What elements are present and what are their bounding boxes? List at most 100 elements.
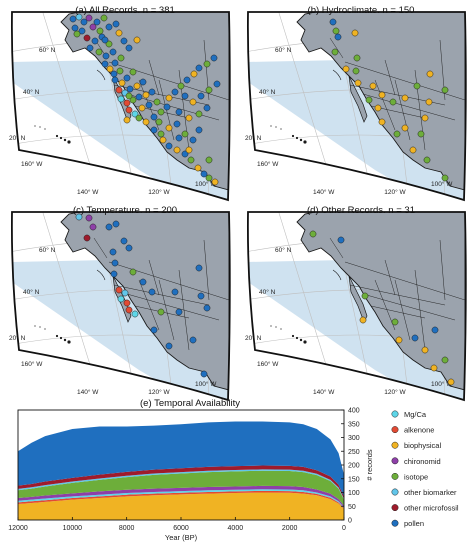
site-marker — [91, 37, 99, 45]
y-tick-label: 150 — [348, 476, 360, 483]
site-marker — [131, 110, 139, 118]
site-marker — [175, 308, 183, 316]
site-marker — [175, 134, 183, 142]
site-marker — [389, 98, 397, 106]
map-title: (b) Hydroclimate. n = 150 — [308, 5, 415, 16]
site-marker — [150, 326, 158, 334]
area-series-chironomid — [18, 485, 344, 508]
x-axis: 12000 10000 8000 6000 4000 2000 0 — [8, 517, 346, 532]
legend-swatch — [391, 410, 399, 418]
site-marker — [200, 370, 208, 378]
map-panel-all: 60° N 40° N 20° N 160° W 140° W 120° W 100° W — [9, 0, 239, 210]
site-marker — [351, 29, 359, 37]
site-marker — [194, 164, 202, 172]
graticule-label: 20° N — [9, 334, 26, 342]
graticule-label: 60° N — [39, 46, 56, 54]
site-marker — [125, 106, 133, 114]
x-tick-label: 12000 — [8, 525, 28, 532]
legend-label: other biomarker — [404, 488, 457, 497]
site-marker — [165, 342, 173, 350]
site-marker — [421, 346, 429, 354]
legend-swatch — [391, 426, 399, 434]
site-marker — [123, 99, 131, 107]
site-marker — [135, 93, 143, 101]
graticule-label: 100° W — [195, 380, 217, 388]
site-marker — [411, 334, 419, 342]
site-marker — [165, 142, 173, 150]
graticule-label: 140° W — [313, 388, 335, 396]
site-marker — [157, 108, 165, 116]
site-marker — [409, 146, 417, 154]
site-marker — [69, 15, 77, 23]
site-marker — [441, 86, 449, 94]
site-marker — [93, 18, 101, 26]
site-marker — [83, 234, 91, 242]
graticule-label: 40° N — [23, 288, 40, 296]
site-marker — [203, 304, 211, 312]
site-marker — [361, 292, 369, 300]
site-marker — [423, 156, 431, 164]
graticule-label: 120° W — [148, 388, 170, 396]
site-marker — [96, 27, 104, 35]
site-marker — [112, 220, 120, 228]
site-marker — [120, 237, 128, 245]
x-tick-label: 0 — [342, 525, 346, 532]
basemap — [245, 200, 474, 410]
legend-label: pollen — [404, 519, 424, 528]
site-marker — [105, 23, 113, 31]
y-tick-label: 0 — [348, 518, 352, 525]
site-marker — [185, 146, 193, 154]
site-marker — [145, 101, 153, 109]
site-marker — [105, 40, 113, 48]
site-marker — [395, 336, 403, 344]
site-marker — [177, 82, 185, 90]
y-axis: 0 50 100 150 200 250 300 350 400 — [341, 408, 360, 525]
site-marker — [187, 156, 195, 164]
map-title: (d) Other Records. n = 31 — [307, 205, 415, 216]
site-marker — [116, 67, 124, 75]
y-tick-label: 100 — [348, 490, 360, 497]
site-marker — [150, 113, 158, 121]
site-marker — [425, 98, 433, 106]
graticule-label: 100° W — [431, 180, 453, 188]
site-marker — [111, 259, 119, 267]
site-marker — [131, 310, 139, 318]
site-marker — [205, 86, 213, 94]
site-marker — [83, 34, 91, 42]
site-marker — [391, 318, 399, 326]
site-marker — [125, 92, 133, 100]
site-marker — [117, 295, 125, 303]
site-marker — [426, 70, 434, 78]
site-marker — [142, 118, 150, 126]
site-marker — [447, 378, 455, 386]
graticule-label: 140° W — [77, 388, 99, 396]
legend-swatch — [391, 504, 399, 512]
site-marker — [101, 36, 109, 44]
site-marker — [165, 124, 173, 132]
graticule-label: 140° W — [313, 188, 335, 196]
site-marker — [374, 104, 382, 112]
site-marker — [205, 174, 213, 182]
site-marker — [378, 118, 386, 126]
site-marker — [126, 85, 134, 93]
legend-swatch — [391, 519, 399, 527]
site-marker — [121, 289, 129, 297]
site-marker — [133, 36, 141, 44]
site-marker — [171, 88, 179, 96]
map-panel-other: 60° N 40° N 20° N 160° W 140° W 120° W 100° W — [245, 200, 474, 410]
site-marker — [205, 156, 213, 164]
site-marker — [123, 74, 131, 82]
site-marker — [337, 236, 345, 244]
map-panel-temp: 60° N 40° N 20° N 160° W 140° W 120° W 100° W — [9, 200, 239, 410]
site-marker — [125, 306, 133, 314]
site-marker — [75, 213, 83, 221]
graticule-label: 160° W — [21, 160, 43, 168]
graticule-label: 40° N — [23, 88, 40, 96]
site-marker — [359, 316, 367, 324]
y-tick-label: 250 — [348, 449, 360, 456]
legend-label: Mg/Ca — [404, 410, 427, 419]
site-marker — [85, 214, 93, 222]
site-marker — [120, 37, 128, 45]
graticule-label: 40° N — [259, 88, 276, 96]
